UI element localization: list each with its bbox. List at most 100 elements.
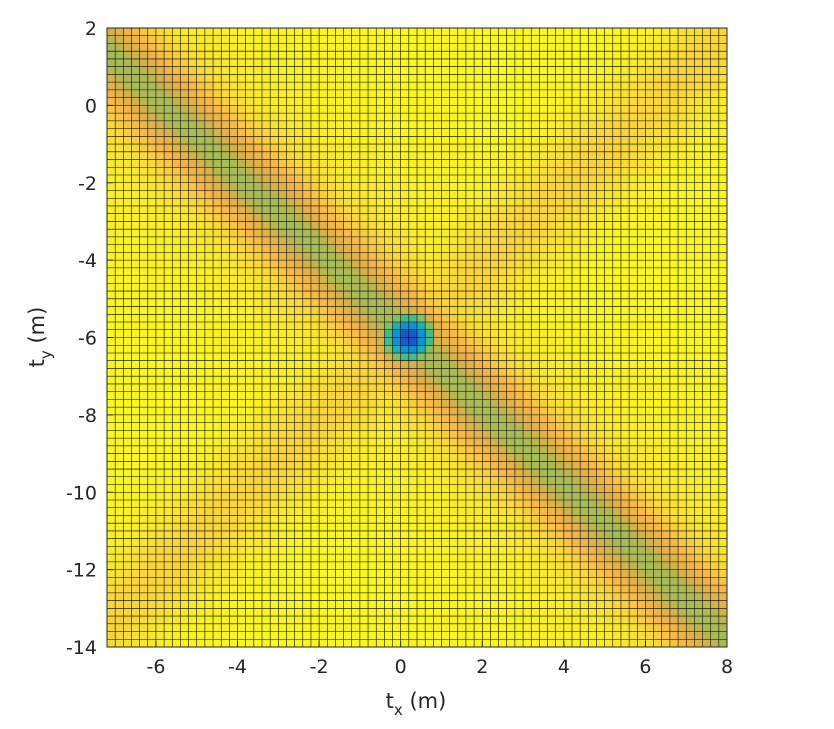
heatmap-cell [465, 376, 475, 385]
heatmap-cell [319, 515, 328, 524]
heatmap-cell [653, 484, 663, 493]
heatmap-cell [523, 391, 532, 400]
heatmap-cell [188, 476, 198, 485]
heatmap-cell [147, 561, 157, 571]
heatmap-cell [457, 445, 467, 454]
heatmap-cell [319, 376, 328, 385]
heatmap-cell [229, 329, 238, 338]
heatmap-cell [669, 175, 679, 184]
heatmap-cell [572, 190, 581, 199]
heatmap-cell [449, 213, 459, 222]
heatmap-cell [449, 182, 459, 191]
heatmap-cell [310, 213, 320, 222]
heatmap-cell [253, 445, 263, 454]
heatmap-cell [425, 414, 434, 424]
heatmap-cell [155, 623, 165, 632]
heatmap-cell [123, 260, 132, 269]
heatmap-cell [294, 205, 304, 215]
heatmap-cell [139, 414, 149, 424]
heatmap-cell [188, 438, 198, 447]
heatmap-cell [408, 569, 418, 578]
heatmap-cell [368, 492, 377, 501]
heatmap-cell [294, 368, 304, 377]
heatmap-cell [465, 399, 475, 408]
heatmap-cell [115, 631, 124, 640]
heatmap-cell [604, 407, 614, 416]
heatmap-cell [400, 561, 410, 571]
heatmap-cell [343, 569, 353, 578]
heatmap-cell [465, 492, 475, 501]
heatmap-cell [514, 221, 524, 230]
heatmap-cell [302, 198, 312, 207]
heatmap-cell [661, 623, 671, 632]
heatmap-cell [351, 159, 361, 168]
heatmap-cell [270, 136, 279, 145]
heatmap-cell [196, 476, 206, 485]
heatmap-cell [580, 159, 589, 168]
heatmap-cell [572, 631, 581, 640]
heatmap-cell [718, 469, 728, 478]
heatmap-cell [433, 345, 442, 354]
heatmap-cell [490, 592, 499, 601]
heatmap-cell [392, 267, 402, 276]
heatmap-cell [188, 561, 198, 571]
heatmap-cell [107, 507, 116, 516]
heatmap-cell [710, 538, 720, 547]
heatmap-cell [490, 360, 499, 369]
heatmap-cell [237, 569, 247, 578]
heatmap-cell [229, 554, 238, 563]
heatmap-cell [278, 213, 287, 222]
heatmap-cell [213, 484, 222, 493]
heatmap-cell [155, 151, 165, 160]
heatmap-cell [547, 213, 557, 222]
heatmap-cell [204, 260, 214, 269]
heatmap-cell [213, 546, 222, 555]
heatmap-cell [580, 523, 589, 532]
heatmap-cell [506, 631, 516, 640]
heatmap-cell [563, 499, 573, 509]
heatmap-cell [604, 383, 614, 393]
heatmap-cell [237, 530, 247, 540]
heatmap-cell [474, 337, 483, 346]
heatmap-cell [661, 167, 671, 176]
heatmap-cell [343, 476, 353, 485]
heatmap-cell [694, 445, 703, 454]
heatmap-cell [392, 391, 402, 400]
heatmap-cell [702, 267, 712, 276]
heatmap-cell [384, 167, 393, 176]
heatmap-cell [139, 631, 149, 640]
heatmap-cell [164, 151, 173, 160]
heatmap-cell [620, 391, 630, 400]
heatmap-cell [196, 507, 206, 516]
heatmap-cell [523, 306, 532, 315]
heatmap-cell [572, 592, 581, 601]
heatmap-cell [221, 229, 230, 238]
heatmap-cell [645, 438, 654, 447]
heatmap-cell [196, 430, 206, 439]
heatmap-cell [400, 260, 410, 269]
heatmap-cell [139, 453, 149, 462]
heatmap-cell [204, 267, 214, 276]
heatmap-cell [457, 616, 467, 625]
heatmap-cell [547, 229, 557, 238]
heatmap-cell [457, 376, 467, 385]
heatmap-cell [147, 523, 157, 532]
heatmap-cell [457, 236, 467, 246]
heatmap-cell [694, 623, 703, 632]
heatmap-cell [702, 151, 712, 160]
heatmap-cell [335, 608, 344, 617]
heatmap-cell [196, 345, 206, 354]
heatmap-cell [612, 275, 622, 284]
heatmap-cell [229, 391, 238, 400]
heatmap-cell [270, 159, 279, 168]
heatmap-cell [547, 569, 557, 578]
heatmap-cell [531, 198, 540, 207]
heatmap-cell [441, 577, 451, 586]
heatmap-cell [172, 561, 181, 571]
heatmap-cell [580, 399, 589, 408]
heatmap-cell [262, 175, 271, 184]
heatmap-cell [229, 639, 238, 648]
heatmap-cell [221, 461, 230, 470]
heatmap-cell [433, 260, 442, 269]
heatmap-cell [490, 136, 499, 145]
